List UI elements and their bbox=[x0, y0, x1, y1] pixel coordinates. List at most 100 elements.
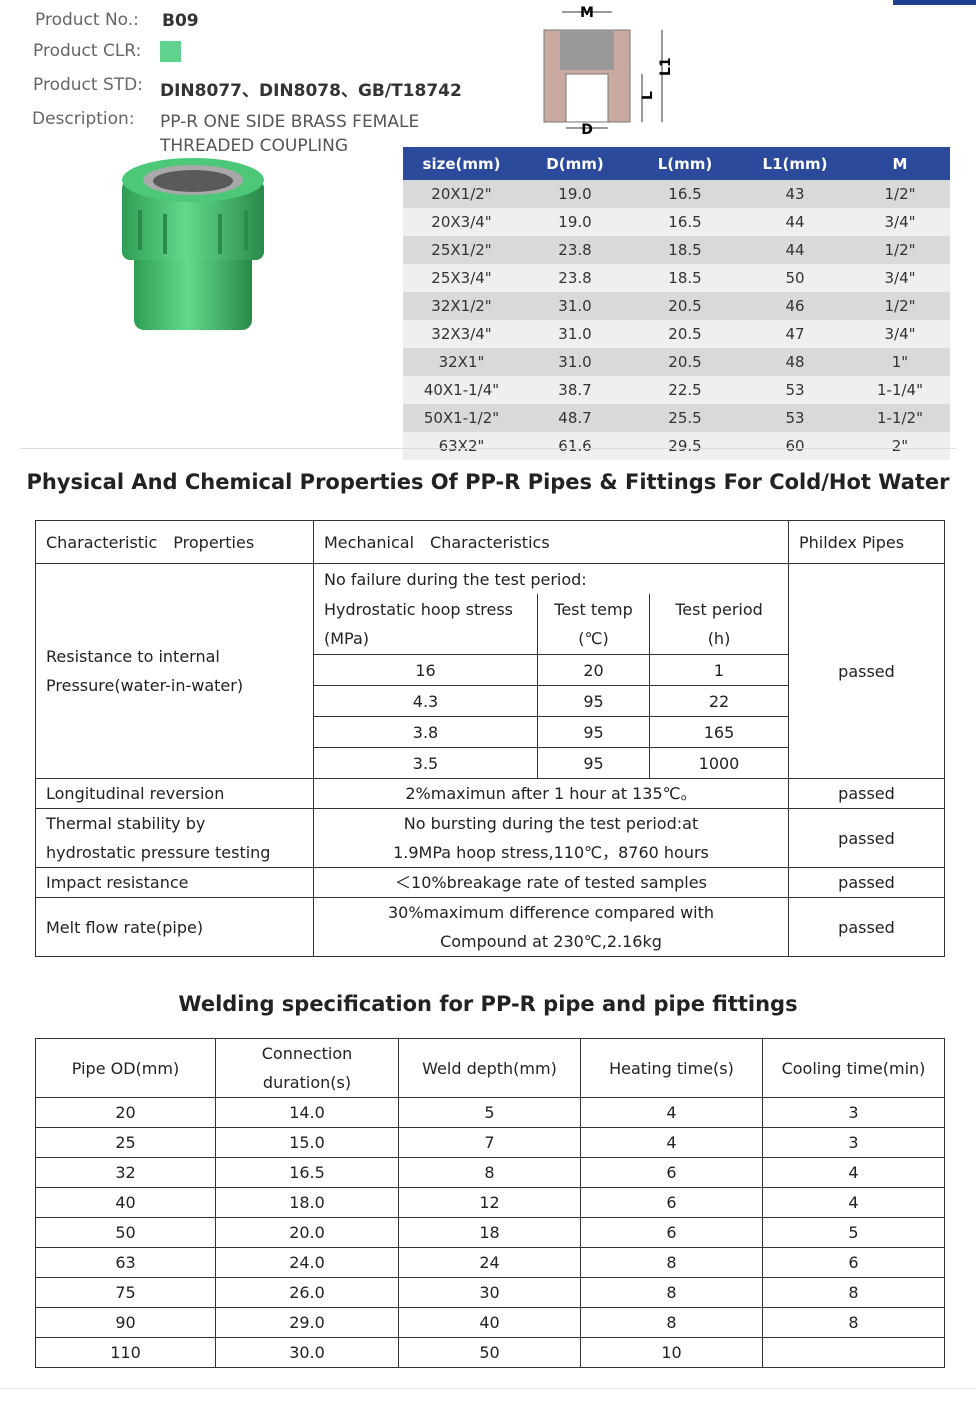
header-cell: Connection duration(s) bbox=[215, 1038, 399, 1098]
table-cell: 22.5 bbox=[630, 376, 740, 404]
table-row: 32X1/2" 31.0 20.5 46 1/2" bbox=[403, 292, 950, 320]
cell-line: 15.0 bbox=[289, 1133, 325, 1152]
cell-line: 1.9MPa hoop stress,110℃，8760 hours bbox=[393, 843, 709, 862]
cell-line: 44 bbox=[785, 213, 805, 231]
field-label: Product STD: bbox=[33, 75, 143, 95]
cell-line: 53 bbox=[785, 381, 805, 399]
cell-line: 25.5 bbox=[668, 409, 702, 427]
table-cell: 53 bbox=[740, 404, 850, 432]
table-cell: 1/2" bbox=[850, 180, 950, 208]
table-cell: 19.0 bbox=[520, 208, 630, 236]
table-cell: 63 bbox=[35, 1247, 216, 1278]
cell-line: (MPa) bbox=[324, 629, 370, 648]
table-cell: 20.0 bbox=[215, 1217, 399, 1248]
header-row: Pipe OD(mm) Connection duration(s) Weld dep… bbox=[35, 1038, 945, 1098]
cell-line: hydrostatic pressure testing bbox=[46, 843, 271, 862]
field-label: Description: bbox=[32, 109, 135, 129]
cell-line: 1000 bbox=[698, 753, 740, 773]
table-cell: 23.8 bbox=[520, 264, 630, 292]
subheader-cell: Test temp (℃) bbox=[537, 594, 650, 655]
cell-line: 20.5 bbox=[668, 353, 702, 371]
cell-line: 40X1-1/4" bbox=[423, 381, 500, 399]
table-cell: 31.0 bbox=[520, 292, 630, 320]
table-cell: 44 bbox=[740, 208, 850, 236]
table-row: 20X3/4" 19.0 16.5 44 3/4" bbox=[403, 208, 950, 236]
cell-line: 75 bbox=[115, 1283, 136, 1302]
cell-line: 26.0 bbox=[289, 1283, 325, 1302]
mechanical-cell: 2%maximun after 1 hour at 135℃。 bbox=[313, 778, 789, 809]
cell-line: 20.5 bbox=[668, 325, 702, 343]
cell-line: 3.8 bbox=[412, 722, 439, 742]
cell-line: 90 bbox=[115, 1313, 136, 1332]
header-cell: Pipe OD(mm) bbox=[35, 1038, 216, 1098]
cell-line: 3 bbox=[848, 1133, 859, 1152]
cell-line: 6 bbox=[666, 1163, 677, 1182]
cell-line: 4 bbox=[666, 1133, 677, 1152]
field-value: DIN8077、DIN8078、GB/T18742 bbox=[160, 81, 462, 101]
dim-label: L1 bbox=[658, 57, 674, 76]
cell-line: 20X1/2" bbox=[431, 185, 492, 203]
dim-label: D bbox=[581, 122, 593, 138]
table-cell: 4 bbox=[580, 1127, 763, 1158]
cell-line: 16.5 bbox=[668, 213, 702, 231]
table-cell bbox=[762, 1337, 945, 1368]
table-row: 50 20.0 18 6 5 bbox=[35, 1217, 945, 1248]
cell-line: passed bbox=[838, 661, 895, 681]
cell-line: 1/2" bbox=[884, 241, 916, 259]
characteristic-cell: Longitudinal reversion bbox=[35, 778, 314, 809]
cell-line: 4.3 bbox=[412, 691, 439, 711]
welding-table: Pipe OD(mm) Connection duration(s) Weld dep… bbox=[35, 1038, 945, 1368]
header-cell: Cooling time(min) bbox=[762, 1038, 945, 1098]
characteristic-cell: Resistance to internal Pressure(water-in-… bbox=[35, 563, 314, 779]
cell-line: 110 bbox=[110, 1343, 141, 1362]
cell-line: 165 bbox=[703, 722, 735, 742]
table-cell: 8 bbox=[762, 1307, 945, 1338]
cell-line: 95 bbox=[583, 753, 604, 773]
table-cell: 1 bbox=[649, 654, 789, 686]
top-bar bbox=[893, 0, 976, 5]
table-row: 25 15.0 7 4 3 bbox=[35, 1127, 945, 1158]
table-cell: 1-1/2" bbox=[850, 404, 950, 432]
table-row: 75 26.0 30 8 8 bbox=[35, 1277, 945, 1308]
cell-line: Melt flow rate(pipe) bbox=[46, 917, 204, 937]
table-cell: 20 bbox=[537, 654, 650, 686]
table-row: Melt flow rate(pipe) 30%maximum differenc… bbox=[35, 897, 945, 957]
cell-line: 8 bbox=[848, 1313, 859, 1332]
cell-line: Thermal stability by bbox=[46, 814, 206, 833]
cell-line: 30%maximum difference compared with bbox=[387, 903, 715, 922]
table-cell: 32X3/4" bbox=[403, 320, 520, 348]
table-cell: 29.5 bbox=[630, 432, 740, 460]
cell-line: ＜10%breakage rate of tested samples bbox=[395, 873, 707, 892]
cell-line: 47 bbox=[785, 325, 805, 343]
color-swatch bbox=[160, 41, 181, 62]
cell-line: 32X3/4" bbox=[431, 325, 492, 343]
cell-line: 3.5 bbox=[412, 753, 439, 773]
table-cell: 6 bbox=[762, 1247, 945, 1278]
cell-line: 3/4" bbox=[884, 213, 916, 231]
cell-line: 1 bbox=[713, 660, 725, 680]
cell-line: 12 bbox=[479, 1193, 500, 1212]
cell-line: 95 bbox=[583, 691, 604, 711]
cell-line: 48 bbox=[785, 353, 805, 371]
cell-line: 2%maximun after 1 hour at 135℃。 bbox=[405, 784, 697, 803]
table-cell: 95 bbox=[537, 747, 650, 779]
cell-line: 63X2" bbox=[438, 437, 485, 455]
table-cell: 165 bbox=[649, 716, 789, 748]
header-cell: D(mm) bbox=[520, 147, 630, 180]
header-row: Characteristic Properties Mechanical Char… bbox=[35, 520, 945, 564]
table-row: 50X1-1/2" 48.7 25.5 53 1-1/2" bbox=[403, 404, 950, 432]
cell-line: 50 bbox=[479, 1343, 500, 1362]
cell-line: 19.0 bbox=[558, 185, 592, 203]
mechanical-cell: ＜10%breakage rate of tested samples bbox=[313, 867, 789, 898]
cell-line: 1/2" bbox=[884, 297, 916, 315]
cell-line: 6 bbox=[666, 1193, 677, 1212]
product-image bbox=[122, 158, 264, 330]
result-cell: passed bbox=[788, 563, 945, 779]
cell-line: duration(s) bbox=[262, 1073, 352, 1092]
section-title: Welding specification for PP-R pipe and … bbox=[178, 992, 798, 1016]
cell-line: 30 bbox=[479, 1283, 500, 1302]
table-cell: 24.0 bbox=[215, 1247, 399, 1278]
cell-line: Compound at 230℃,2.16kg bbox=[440, 932, 662, 951]
table-cell: 53 bbox=[740, 376, 850, 404]
cell-line: 20.5 bbox=[668, 297, 702, 315]
